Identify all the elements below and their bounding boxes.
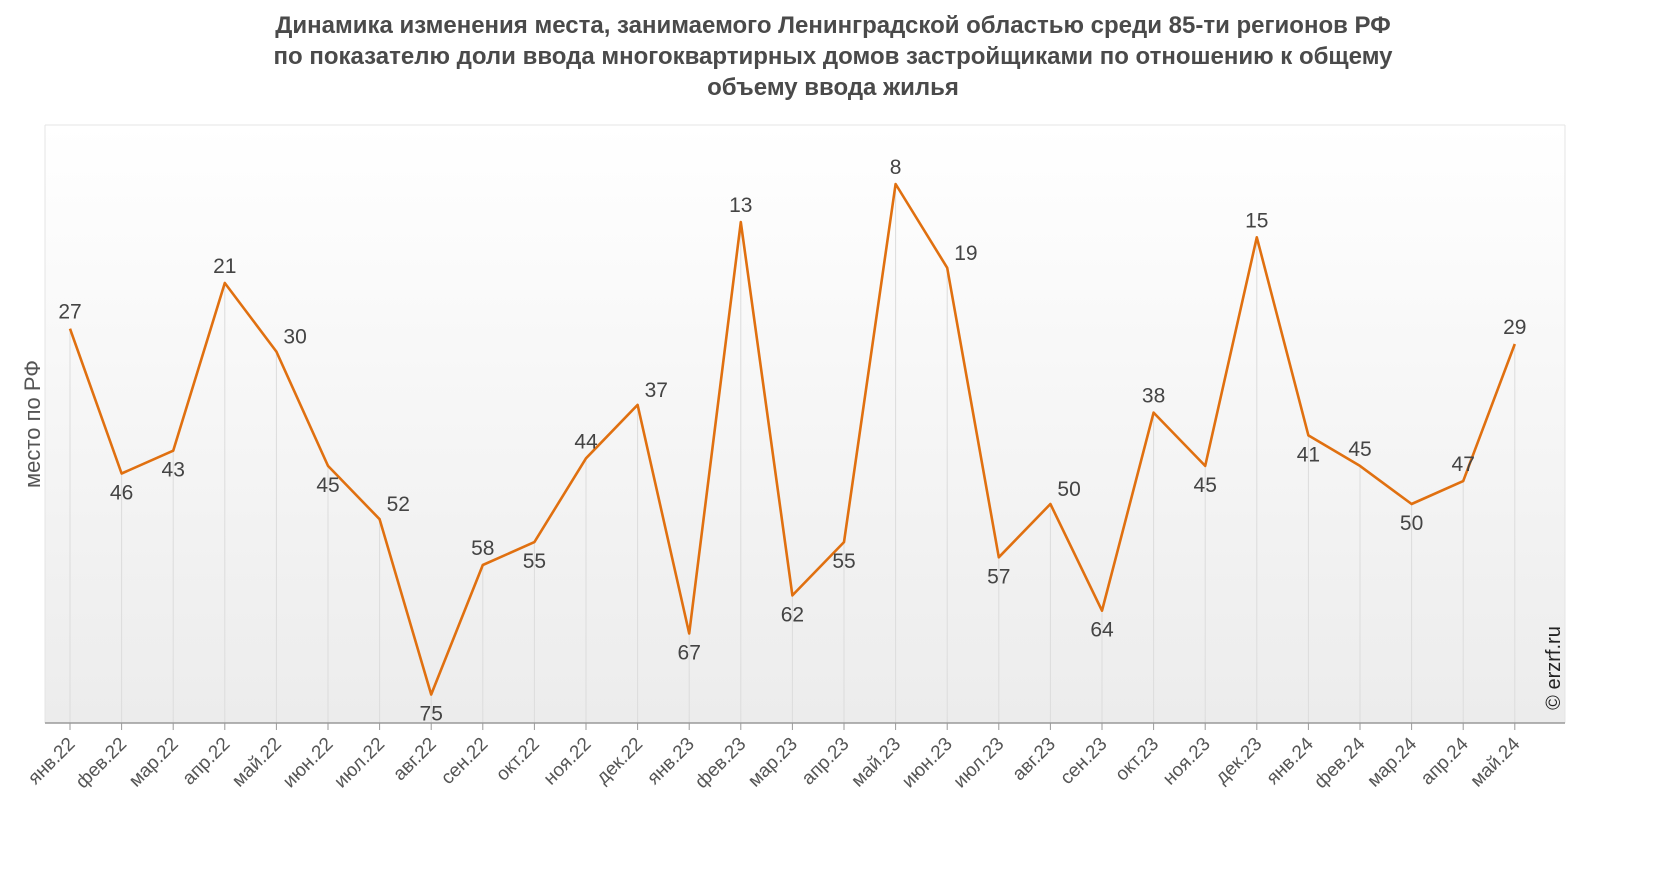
data-label: 45 [316,474,339,497]
chart-title-line-2: по показателю доли ввода многоквартирных… [273,43,1393,70]
x-tick-label: сен.22 [437,734,492,789]
x-tick-label: июл.22 [330,734,389,793]
data-label: 19 [954,242,977,265]
x-tick-label: дек.23 [1212,734,1267,789]
x-tick-label: мар.22 [125,734,183,792]
data-label: 44 [574,430,598,453]
data-label: 64 [1090,619,1114,642]
data-label: 75 [420,703,443,726]
x-tick-label: июн.22 [279,734,338,793]
x-tick-label: окт.23 [1111,734,1163,786]
data-label: 62 [781,603,804,626]
x-tick-label: июл.23 [950,734,1009,793]
y-axis-label: место по РФ [20,360,45,488]
data-label: 55 [832,550,855,573]
data-label: 57 [987,565,1010,588]
x-tick-label: янв.23 [643,734,698,789]
data-label: 43 [162,459,185,482]
x-tick-label: сен.23 [1056,734,1111,789]
x-tick-label: фев.23 [691,734,750,793]
chart-title-line-1: Динамика изменения места, занимаемого Ле… [275,12,1391,39]
data-label: 67 [678,642,701,665]
data-label: 47 [1452,453,1475,476]
x-tick-label: ноя.22 [540,734,596,790]
series-line [68,182,1517,696]
data-label: 50 [1057,478,1080,501]
data-label: 13 [729,194,752,217]
x-tick-label: янв.24 [1263,733,1319,789]
data-label: 27 [58,301,81,324]
x-tick-label: июн.23 [898,734,957,793]
x-tick-label: окт.22 [492,734,544,786]
x-tick-label: май.23 [847,734,905,792]
x-tick-label: мар.24 [1363,733,1421,791]
x-tick-label: апр.23 [798,734,854,790]
plot-area [45,125,1565,723]
x-tick-label: май.24 [1467,733,1525,791]
data-label: 45 [1194,474,1217,497]
x-tick-label: дек.22 [592,734,647,789]
data-label: 41 [1297,443,1320,466]
x-tick-label: апр.22 [179,734,235,790]
data-label: 58 [471,537,494,560]
data-label: 15 [1245,209,1268,232]
data-label: 45 [1348,438,1371,461]
x-tick-label: май.22 [228,734,286,792]
x-tick-label: апр.24 [1417,733,1473,789]
data-label: 8 [890,156,902,179]
data-label: 38 [1142,385,1165,408]
x-tick-label: янв.22 [24,734,79,789]
data-label: 46 [110,482,133,505]
data-label: 50 [1400,512,1423,535]
data-label: 29 [1503,316,1526,339]
data-label: 55 [523,550,546,573]
chart-title-line-3: объему ввода жилья [707,74,959,101]
x-tick-label: ноя.23 [1159,734,1215,790]
data-label: 52 [387,493,410,516]
x-tick-label: фев.22 [72,734,131,793]
chart-title: Динамика изменения места, занимаемого Ле… [0,10,1666,103]
data-label: 21 [213,255,236,278]
data-label: 37 [645,379,668,402]
x-tick-label: фев.24 [1310,733,1369,792]
x-tick-label: мар.23 [744,734,802,792]
credit-text: © erzrf.ru [1543,626,1565,710]
x-tick-label: авг.23 [1009,734,1060,785]
data-label: 30 [283,326,306,349]
x-tick-label: авг.22 [389,734,440,785]
